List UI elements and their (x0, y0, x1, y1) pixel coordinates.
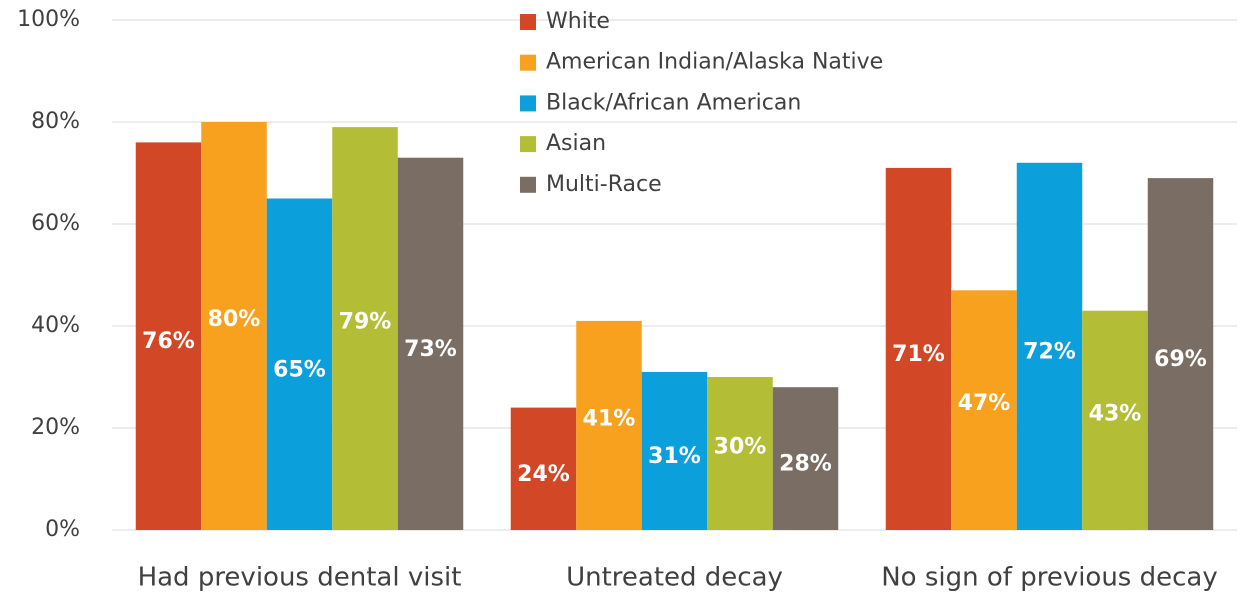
bar (707, 377, 773, 530)
value-label: 28% (779, 452, 832, 477)
value-label: 41% (583, 406, 636, 431)
bar (772, 387, 839, 530)
value-label: 30% (714, 435, 767, 460)
value-label: 72% (1023, 339, 1076, 364)
bar (576, 320, 642, 530)
legend-label: American Indian/Alaska Native (546, 50, 883, 75)
value-label: 43% (1089, 401, 1142, 426)
legend-swatch (520, 95, 536, 112)
value-label: 71% (892, 342, 945, 367)
bar (1082, 310, 1148, 530)
y-tick-label: 100% (17, 7, 80, 32)
bar (332, 127, 398, 530)
bar (885, 167, 952, 530)
legend-label: Multi-Race (546, 172, 662, 197)
bar (1016, 162, 1083, 531)
value-label: 47% (958, 391, 1011, 416)
value-label: 31% (648, 444, 701, 469)
value-label: 69% (1154, 347, 1207, 372)
y-tick-label: 60% (31, 211, 80, 236)
bar (1147, 178, 1214, 530)
legend-swatch (520, 54, 536, 71)
bar (951, 290, 1017, 530)
legend-label: White (546, 9, 610, 34)
y-tick-label: 20% (31, 415, 80, 440)
value-label: 79% (339, 310, 392, 335)
x-tick-label: Untreated decay (566, 563, 783, 593)
legend-swatch (520, 14, 536, 30)
bar (266, 198, 333, 530)
value-label: 24% (517, 462, 570, 487)
bar (135, 142, 202, 530)
bar (397, 157, 464, 530)
y-tick-label: 0% (45, 517, 80, 542)
value-label: 73% (404, 337, 457, 362)
legend-swatch (520, 136, 536, 153)
bar (201, 122, 267, 530)
legend-label: Asian (546, 131, 606, 156)
y-tick-label: 80% (31, 109, 80, 134)
legend-label: Black/African American (546, 90, 801, 115)
bar (510, 407, 577, 530)
value-label: 65% (273, 357, 326, 382)
x-tick-label: Had previous dental visit (138, 563, 462, 593)
x-tick-label: No sign of previous decay (881, 563, 1218, 593)
value-label: 76% (142, 329, 195, 354)
legend-swatch (520, 176, 536, 193)
y-tick-label: 40% (31, 313, 80, 338)
value-label: 80% (208, 307, 261, 332)
bar (641, 371, 708, 530)
